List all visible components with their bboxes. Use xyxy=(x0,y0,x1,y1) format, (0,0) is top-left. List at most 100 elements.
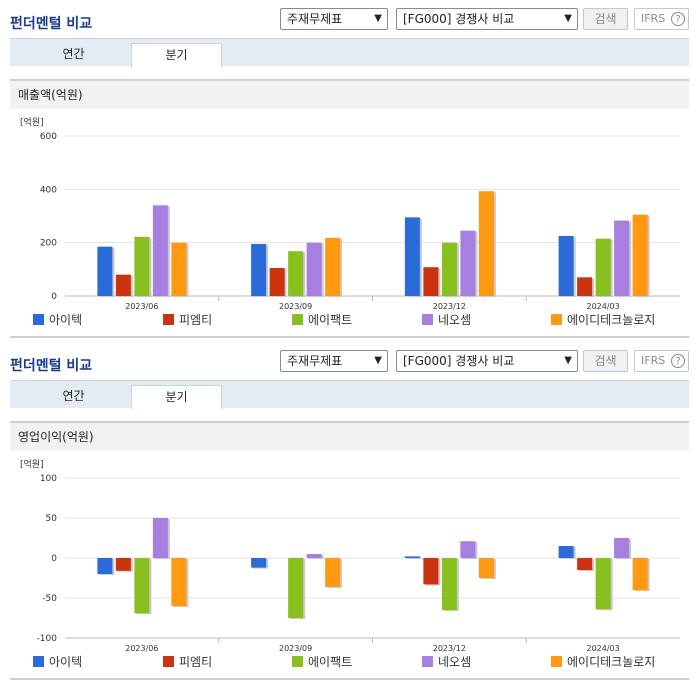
statement-select[interactable]: 주재무제표 ▼ xyxy=(280,350,388,372)
bar xyxy=(171,242,187,296)
bar xyxy=(441,558,457,610)
bar xyxy=(577,558,593,570)
tab-quarterly[interactable]: 분기 xyxy=(131,43,222,67)
chevron-down-icon: ▼ xyxy=(374,13,382,24)
ifrs-button[interactable]: IFRS ? xyxy=(634,350,689,372)
bar xyxy=(460,230,476,296)
legend-label: 아이텍 xyxy=(49,655,82,669)
bar xyxy=(134,236,150,296)
compare-select-value: [FG000] 경쟁사 비교 xyxy=(403,354,515,368)
y-tick-label: 400 xyxy=(40,185,57,195)
bar xyxy=(404,217,420,296)
legend-label: 네오셈 xyxy=(438,313,471,327)
bar xyxy=(614,538,630,558)
legend-label: 에이디테크놀로지 xyxy=(567,655,655,669)
legend-swatch xyxy=(163,656,174,667)
search-button[interactable]: 검색 xyxy=(583,350,628,372)
bar xyxy=(288,558,304,618)
legend-swatch xyxy=(163,314,174,325)
panel-title: 영업이익(억원) xyxy=(10,421,689,451)
compare-select[interactable]: [FG000] 경쟁사 비교 ▼ xyxy=(396,8,578,30)
bar xyxy=(614,220,630,296)
search-button[interactable]: 검색 xyxy=(583,8,628,30)
help-icon: ? xyxy=(671,12,685,26)
x-tick-label: 2024/03 xyxy=(587,644,620,653)
section-title: 펀더멘털 비교 xyxy=(10,358,93,374)
x-tick-label: 2023/06 xyxy=(125,302,158,311)
compare-select-value: [FG000] 경쟁사 비교 xyxy=(403,12,515,26)
y-tick-label: 200 xyxy=(40,239,57,249)
y-tick-label: -50 xyxy=(42,594,57,604)
operating-profit-chart: [억원] -100 -50 0 50 100 2023/06 2023/09 2023/12 20… xyxy=(20,458,680,669)
compare-select[interactable]: [FG000] 경쟁사 비교 ▼ xyxy=(396,350,578,372)
x-tick-label: 2024/03 xyxy=(587,302,620,311)
period-tabs: 연간 분기 xyxy=(10,380,689,409)
statement-select[interactable]: 주재무제표 ▼ xyxy=(280,8,388,30)
legend-swatch xyxy=(422,314,433,325)
revenue-chart: [억원] 0 200 400 600 2023/06 2023/09 2023/12 2024/… xyxy=(20,116,680,327)
bar xyxy=(577,277,593,296)
y-tick-label: -100 xyxy=(37,634,58,644)
y-unit-label: [억원] xyxy=(20,458,44,470)
y-tick-label: 50 xyxy=(46,514,58,524)
bar xyxy=(134,558,150,614)
y-tick-label: 600 xyxy=(40,132,57,142)
legend-label: 아이텍 xyxy=(49,313,82,327)
bar xyxy=(171,558,187,606)
bar xyxy=(152,518,168,558)
chevron-down-icon: ▼ xyxy=(374,355,382,366)
help-icon: ? xyxy=(671,354,685,368)
ifrs-button[interactable]: IFRS ? xyxy=(634,8,689,30)
panel-divider xyxy=(10,336,689,338)
ifrs-label: IFRS xyxy=(641,12,666,25)
x-tick-label: 2023/09 xyxy=(279,644,312,653)
panel-divider xyxy=(10,678,689,680)
bar xyxy=(632,558,648,590)
panel-title: 매출액(억원) xyxy=(10,79,689,109)
legend-swatch xyxy=(292,314,303,325)
bar xyxy=(288,251,304,296)
y-unit-label: [억원] xyxy=(20,116,44,128)
x-tick-label: 2023/12 xyxy=(433,644,466,653)
legend-swatch xyxy=(292,656,303,667)
bar xyxy=(325,558,341,587)
bar-shadow xyxy=(406,557,422,559)
bar xyxy=(306,242,322,296)
tab-annual[interactable]: 연간 xyxy=(62,389,85,403)
x-tick-label: 2023/06 xyxy=(125,644,158,653)
bar xyxy=(152,205,168,296)
legend-label: 에이팩트 xyxy=(308,655,352,669)
chevron-down-icon: ▼ xyxy=(564,355,572,366)
legend-swatch xyxy=(422,656,433,667)
bar xyxy=(97,246,113,296)
legend-label: 에이팩트 xyxy=(308,313,352,327)
bar xyxy=(306,554,322,558)
legend-swatch xyxy=(33,656,44,667)
statement-select-value: 주재무제표 xyxy=(287,354,343,368)
bar xyxy=(325,237,341,296)
section-title: 펀더멘털 비교 xyxy=(10,16,93,32)
legend-label: 피엠티 xyxy=(179,313,212,327)
bar xyxy=(595,238,611,296)
tab-annual[interactable]: 연간 xyxy=(62,47,85,61)
bar xyxy=(478,558,494,578)
bar xyxy=(404,556,420,558)
bar xyxy=(115,558,131,571)
legend-swatch xyxy=(33,314,44,325)
bar xyxy=(595,558,611,610)
bar xyxy=(460,541,476,558)
bar xyxy=(478,191,494,296)
bar xyxy=(251,244,267,296)
bar xyxy=(558,236,574,296)
legend-label: 네오셈 xyxy=(438,655,471,669)
x-tick-label: 2023/09 xyxy=(279,302,312,311)
bar xyxy=(251,558,267,568)
legend-swatch xyxy=(551,656,562,667)
x-tick-label: 2023/12 xyxy=(433,302,466,311)
bar xyxy=(423,558,439,585)
bar xyxy=(632,214,648,296)
bar xyxy=(115,274,131,296)
legend-label: 피엠티 xyxy=(179,655,212,669)
chevron-down-icon: ▼ xyxy=(564,13,572,24)
tab-quarterly[interactable]: 분기 xyxy=(131,385,222,409)
